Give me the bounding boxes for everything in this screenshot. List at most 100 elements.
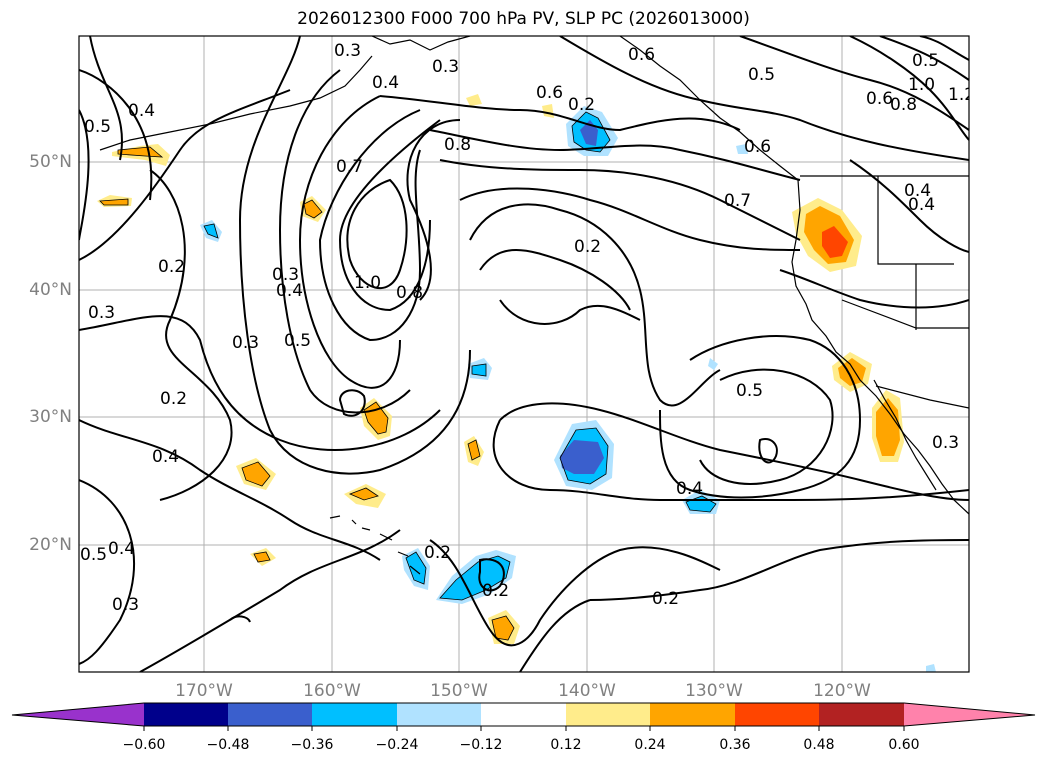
- contour-label: 0.5: [84, 117, 111, 137]
- contour-label: 0.6: [536, 83, 563, 103]
- map-frame: [78, 35, 970, 673]
- colorbar-extend-low: [12, 703, 144, 726]
- contour-labels: 0.5 0.4 0.3 0.2 0.3 0.2 0.4 0.5 0.3 0.4 …: [80, 41, 975, 615]
- positive-pv-anomaly: [492, 616, 514, 640]
- figure-title: 2026012300 F000 700 hPa PV, SLP PC (2026…: [297, 9, 750, 29]
- contour-label: 0.2: [652, 589, 679, 609]
- contour-label: 1.0: [354, 273, 381, 293]
- contour-lines: [79, 36, 969, 672]
- contour-label: 0.6: [866, 89, 893, 109]
- contour-label: 0.7: [336, 157, 363, 177]
- contour-label: 0.6: [744, 137, 771, 157]
- positive-pv-anomaly: [876, 398, 900, 456]
- contour-label: 0.4: [108, 539, 135, 559]
- contour-label: 0.6: [628, 45, 655, 65]
- contour-label: 0.3: [334, 41, 361, 61]
- colorbar-segment: [397, 703, 481, 726]
- positive-pv-anomaly: [254, 552, 270, 562]
- positive-pv-anomaly: [466, 94, 482, 106]
- colorbar-tick-label: 0.24: [634, 737, 666, 753]
- lon-label: 170°W: [175, 681, 233, 701]
- gridlines: [79, 36, 969, 672]
- lat-label: 40°N: [29, 280, 72, 300]
- negative-pv-anomaly: [440, 556, 510, 600]
- contour-label: 0.2: [482, 581, 509, 601]
- colorbar-tick-label: 0.48: [803, 737, 835, 753]
- lat-label: 50°N: [29, 152, 72, 172]
- contour-label: 0.3: [88, 303, 115, 323]
- positive-pv-anomaly: [304, 200, 322, 218]
- baja-coast: [873, 379, 937, 491]
- colorbar-segment: [312, 703, 397, 726]
- contour-label: 0.4: [908, 195, 935, 215]
- lon-label: 140°W: [558, 681, 616, 701]
- contour-label: 0.5: [284, 331, 311, 351]
- contour-label: 0.2: [160, 389, 187, 409]
- colorbar: [11, 702, 1036, 731]
- colorbar-segment: [144, 703, 228, 726]
- colorbar-tick-label: 0.12: [550, 737, 582, 753]
- colorbar-tick-label: −0.24: [375, 737, 419, 753]
- hawaii-islands: [329, 515, 421, 575]
- colorbar-segment: [650, 703, 735, 726]
- lon-label: 160°W: [303, 681, 361, 701]
- negative-pv-anomaly: [204, 224, 218, 238]
- colorbar-tick-label: −0.60: [122, 737, 166, 753]
- contour-label: 0.4: [276, 281, 303, 301]
- positive-pv-anomaly: [822, 226, 848, 258]
- contour-label: 0.3: [432, 57, 459, 77]
- lon-label: 130°W: [685, 681, 743, 701]
- contour-label: 0.2: [424, 543, 451, 563]
- contour-label: 0.5: [736, 381, 763, 401]
- negative-pv-anomaly: [560, 440, 604, 474]
- contour-label: 0.2: [158, 257, 185, 277]
- contour-label: 0.4: [372, 73, 399, 93]
- north-america-coast: [791, 179, 969, 515]
- contour-label: 0.4: [676, 479, 703, 499]
- contour-label: 0.8: [890, 95, 917, 115]
- colorbar-segment: [228, 703, 312, 726]
- colorbar-tick-label: −0.48: [206, 737, 250, 753]
- negative-pv-anomaly: [472, 364, 486, 376]
- contour-label: 0.3: [232, 333, 259, 353]
- lat-label: 20°N: [29, 535, 72, 555]
- lon-label: 150°W: [430, 681, 488, 701]
- contour-label: 0.7: [724, 191, 751, 211]
- lat-label: 30°N: [29, 407, 72, 427]
- contour-label: 0.4: [128, 101, 155, 121]
- negative-pv-anomaly: [708, 358, 718, 370]
- contour-label: 0.4: [904, 181, 931, 201]
- contour-label: 0.3: [112, 595, 139, 615]
- colorbar-tick-label: 0.60: [888, 737, 920, 753]
- contour-label: 0.5: [748, 65, 775, 85]
- contour-label: 0.2: [568, 95, 595, 115]
- us-state-border: [877, 176, 954, 265]
- colorbar-segment: [566, 703, 650, 726]
- contour-label: 0.3: [272, 265, 299, 285]
- contour-label: 0.5: [912, 51, 939, 71]
- anomaly-outlines: [99, 111, 717, 641]
- contour-label: 0.4: [152, 447, 179, 467]
- colorbar-segment: [735, 703, 819, 726]
- contour-label: 1.2: [948, 85, 975, 105]
- contour-label: 0.8: [444, 135, 471, 155]
- aleutian-islands: [99, 55, 373, 151]
- contour-label: 0.2: [574, 237, 601, 257]
- bc-coast: [619, 36, 799, 181]
- contour-label: 1.0: [908, 75, 935, 95]
- contour-label: 0.3: [932, 433, 959, 453]
- colorbar-tick-label: −0.12: [459, 737, 503, 753]
- negative-pv-anomaly: [736, 144, 748, 154]
- contour-label: 0.5: [80, 545, 107, 565]
- colorbar-tick-label: 0.36: [719, 737, 751, 753]
- coastlines: [99, 36, 969, 575]
- colorbar-segment: [481, 703, 566, 726]
- map-area: [79, 36, 969, 672]
- negative-pv-anomaly: [926, 664, 936, 672]
- colorbar-extend-high: [904, 703, 1035, 726]
- alaska-coast: [371, 36, 471, 51]
- lon-label: 120°W: [813, 681, 871, 701]
- colorbar-tick-label: −0.36: [290, 737, 334, 753]
- colorbar-segment: [819, 703, 904, 726]
